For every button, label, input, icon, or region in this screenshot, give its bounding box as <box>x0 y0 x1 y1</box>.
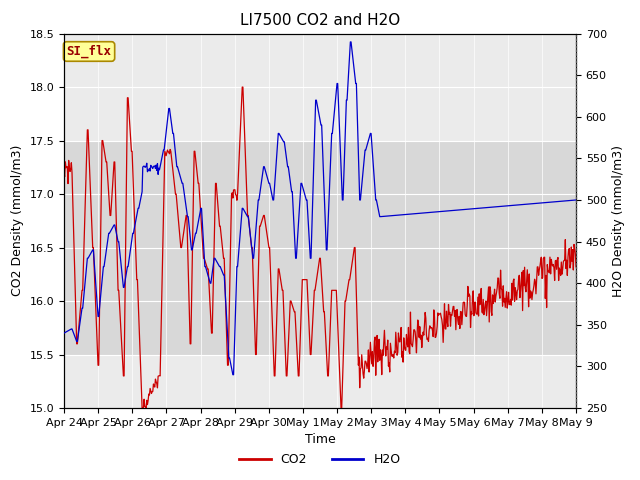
Text: SI_flx: SI_flx <box>67 45 111 58</box>
Y-axis label: CO2 Density (mmol/m3): CO2 Density (mmol/m3) <box>11 145 24 297</box>
Y-axis label: H2O Density (mmol/m3): H2O Density (mmol/m3) <box>612 145 625 297</box>
Legend: CO2, H2O: CO2, H2O <box>234 448 406 471</box>
Bar <box>64 141 576 355</box>
X-axis label: Time: Time <box>305 433 335 446</box>
Title: LI7500 CO2 and H2O: LI7500 CO2 and H2O <box>240 13 400 28</box>
